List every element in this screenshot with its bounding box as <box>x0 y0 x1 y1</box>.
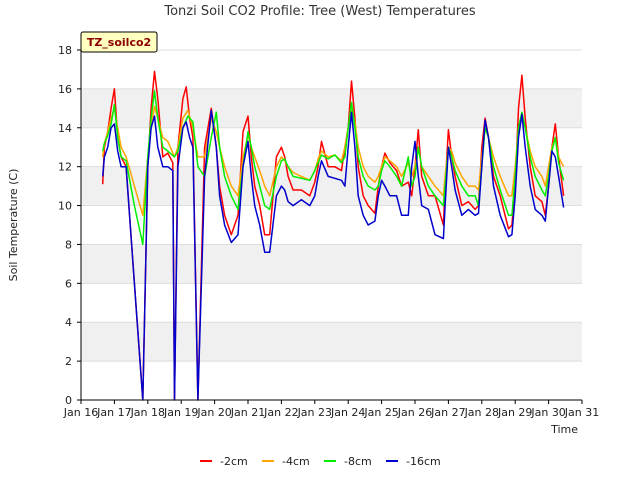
series-line--8cm <box>101 90 565 246</box>
site-tag-box <box>80 31 158 53</box>
background-band <box>81 166 582 206</box>
y-tick-label: 2 <box>65 355 72 368</box>
x-tick-label: Jan 31 <box>564 406 599 419</box>
x-tick-label: Jan 30 <box>530 406 565 419</box>
y-tick-label: 8 <box>65 238 72 251</box>
x-tick-label: Jan 19 <box>163 406 198 419</box>
x-tick-label: Jan 27 <box>430 406 465 419</box>
x-axis-label: Time <box>550 423 578 436</box>
x-tick-label: Jan 25 <box>363 406 398 419</box>
legend-label--8cm: -8cm <box>344 455 372 468</box>
y-tick-label: 4 <box>65 316 72 329</box>
axes <box>80 50 582 401</box>
y-tick-label: 6 <box>65 277 72 290</box>
y-axis-label: Soil Temperature (C) <box>7 169 20 282</box>
series-lines <box>101 70 565 401</box>
legend-label--16cm: -16cm <box>406 455 441 468</box>
background-band <box>81 88 582 128</box>
chart-title: Tonzi Soil CO2 Profile: Tree (West) Temp… <box>163 4 476 19</box>
y-tick-label: 0 <box>65 394 72 407</box>
x-tick-label: Jan 29 <box>497 406 532 419</box>
x-tick-label: Jan 28 <box>464 406 499 419</box>
x-tick-label: Jan 22 <box>263 406 298 419</box>
site-tag-label: TZ_soilco2 <box>87 36 151 49</box>
series-line--16cm <box>101 109 565 401</box>
legend: -2cm -4cm -8cm -16cm <box>200 455 441 468</box>
x-tick-label: Jan 23 <box>297 406 332 419</box>
background-band <box>81 322 582 362</box>
x-tick-label: Jan 24 <box>330 406 365 419</box>
x-tick-label: Jan 18 <box>130 406 165 419</box>
y-tick-label: 18 <box>58 44 72 57</box>
background-band <box>81 244 582 284</box>
legend-label--2cm: -2cm <box>220 455 248 468</box>
legend-label--4cm: -4cm <box>282 455 310 468</box>
x-tick-label: Jan 17 <box>96 406 131 419</box>
y-tick-label: 14 <box>58 122 72 135</box>
y-tick-label: 10 <box>58 200 72 213</box>
y-axis-ticks: 0 2 4 6 8 10 12 14 16 18 <box>58 44 81 407</box>
x-tick-label: Jan 16 <box>63 406 98 419</box>
y-tick-label: 12 <box>58 161 72 174</box>
x-tick-label: Jan 20 <box>196 406 231 419</box>
x-tick-label: Jan 26 <box>397 406 432 419</box>
x-tick-label: Jan 21 <box>230 406 265 419</box>
y-tick-label: 16 <box>58 83 72 96</box>
site-tag: TZ_soilco2 <box>80 31 158 53</box>
